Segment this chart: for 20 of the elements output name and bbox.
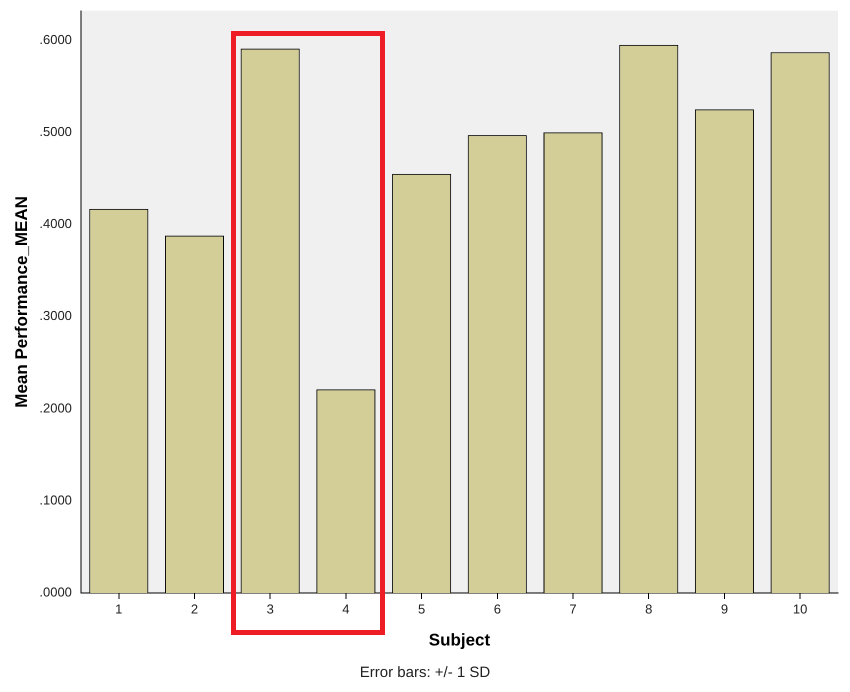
x-tick-label: 8: [645, 601, 652, 616]
x-axis-title: Subject: [428, 630, 491, 650]
x-tick-label: 4: [342, 601, 350, 616]
y-tick-label: .6000: [39, 32, 72, 47]
y-tick-label: .5000: [39, 124, 72, 139]
x-tick-label: 2: [190, 601, 198, 616]
x-tick-label: 7: [569, 601, 577, 616]
x-tick-label: 3: [266, 601, 274, 616]
x-tick-label: 5: [418, 601, 426, 616]
text: Error bars: +/- 1 SD: [358, 664, 492, 681]
y-tick-label: .0000: [39, 584, 72, 600]
y-axis-title: Mean Performance_MEAN: [12, 196, 31, 408]
y-tick-label: .1000: [39, 492, 72, 508]
y-tick-label: .2000: [39, 400, 72, 416]
x-tick-label: 1: [115, 601, 122, 616]
x-tick-label: 6: [494, 601, 501, 616]
x-tick-label: 9: [720, 601, 728, 616]
y-tick-label: .4000: [39, 216, 72, 232]
x-tick-label: 10: [792, 601, 808, 616]
y-tick-label: .3000: [39, 308, 72, 324]
